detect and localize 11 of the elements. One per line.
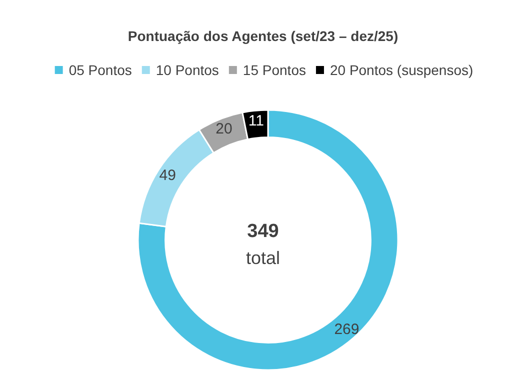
legend-label: 20 Pontos (suspensos) [330, 62, 474, 78]
legend-label: 15 Pontos [242, 62, 306, 78]
data-label: 269 [334, 321, 360, 338]
data-label: 49 [159, 166, 176, 184]
data-label: 20 [216, 120, 232, 138]
text: 349 [247, 221, 279, 242]
legend-label: 10 Pontos [156, 62, 219, 78]
chart-title: Pontuação dos Agentes (set/23 – dez/25) [128, 28, 398, 44]
text: total [246, 248, 280, 268]
legend-label: 05 Pontos [68, 62, 132, 78]
data-label: 11 [248, 112, 264, 130]
